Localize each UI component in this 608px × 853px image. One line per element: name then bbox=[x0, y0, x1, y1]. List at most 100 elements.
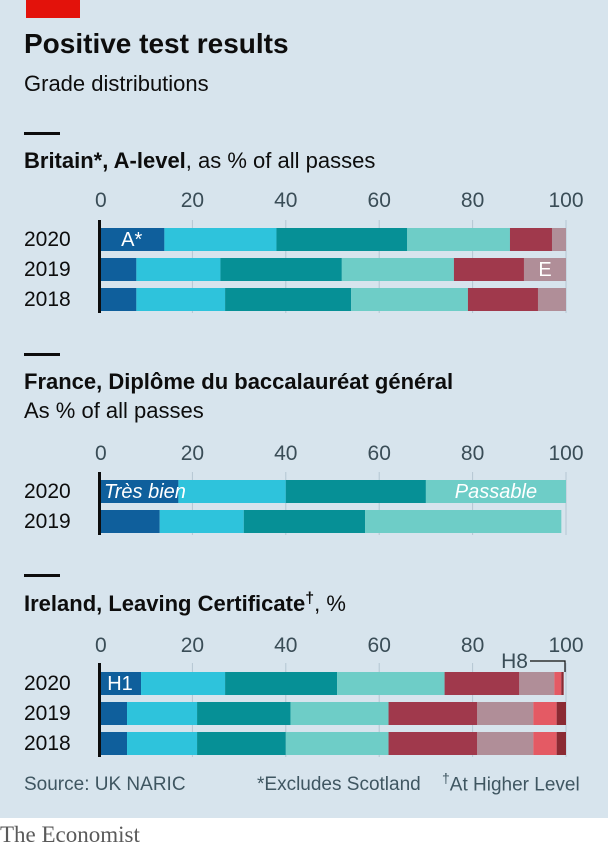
ireland-title-bold: Ireland, Leaving Certificate bbox=[24, 591, 305, 616]
france-title-bold: France, Diplôme du baccalauréat général bbox=[24, 369, 453, 394]
ireland-bar-segment bbox=[388, 732, 478, 755]
britain-year-label: 2020 bbox=[24, 228, 71, 251]
britain-year-label: 2019 bbox=[24, 258, 71, 281]
ireland-bar-segment bbox=[127, 732, 198, 755]
britain-bar-segment bbox=[537, 288, 566, 311]
france-tick-label: 40 bbox=[274, 442, 297, 465]
britain-bar-segment bbox=[225, 288, 352, 311]
france-bar-segment bbox=[99, 510, 160, 533]
britain-bar-segment bbox=[136, 258, 221, 281]
france-tick-label: 0 bbox=[95, 442, 107, 465]
ireland-year-label: 2020 bbox=[24, 672, 71, 695]
britain-bar-segment bbox=[551, 228, 566, 251]
footnote-higher-level-text: At Higher Level bbox=[449, 774, 580, 796]
ireland-bar-segment bbox=[197, 702, 291, 725]
ireland-bar-segment bbox=[388, 702, 478, 725]
ireland-bar-segment bbox=[533, 732, 557, 755]
ireland-bar-segment bbox=[444, 672, 520, 695]
ireland-segment-label: H1 bbox=[107, 673, 133, 695]
france-section-title: France, Diplôme du baccalauréat général bbox=[24, 369, 453, 394]
britain-bar-segment bbox=[99, 228, 165, 251]
ireland-bar-segment bbox=[285, 732, 389, 755]
britain-segment-label: A* bbox=[121, 229, 142, 251]
france-axis-line bbox=[98, 472, 101, 535]
france-bar-segment bbox=[425, 480, 566, 503]
britain-bar-segment bbox=[523, 258, 566, 281]
britain-bar-segment bbox=[351, 288, 468, 311]
economist-logo: The Economist bbox=[0, 822, 140, 847]
ireland-bar-segment bbox=[290, 702, 389, 725]
france-tick-label: 20 bbox=[181, 442, 204, 465]
stacked-bar-charts: Britain*, A-level, as % of all passes 0 20… bbox=[24, 132, 584, 757]
britain-bar-segment bbox=[467, 288, 538, 311]
france-tick-label: 100 bbox=[548, 442, 583, 465]
ireland-tick-label: 40 bbox=[274, 634, 297, 657]
ireland-bar-segment bbox=[197, 732, 286, 755]
britain-tick-label: 40 bbox=[274, 189, 297, 212]
france-bar-segment bbox=[178, 480, 286, 503]
britain-bar-segment bbox=[276, 228, 408, 251]
britain-title-bold: Britain*, A-level bbox=[24, 148, 186, 173]
france-bar-segment bbox=[365, 510, 562, 533]
britain-bar-segment bbox=[99, 258, 137, 281]
france-section-rule bbox=[24, 353, 60, 356]
ireland-title-rest: , % bbox=[314, 591, 346, 616]
france-year-label: 2019 bbox=[24, 510, 71, 533]
france-segment-label: Très bien bbox=[104, 481, 186, 503]
britain-section-title: Britain*, A-level, as % of all passes bbox=[24, 148, 375, 173]
ireland-bar-segment bbox=[556, 732, 566, 755]
britain-year-label: 2018 bbox=[24, 288, 71, 311]
ireland-bar-segment bbox=[556, 702, 566, 725]
ireland-bar-segment bbox=[533, 702, 557, 725]
ireland-bar-segment bbox=[337, 672, 445, 695]
france-segment-label: Passable bbox=[455, 481, 537, 503]
britain-tick-label: 80 bbox=[461, 189, 484, 212]
ireland-bar-segment bbox=[99, 672, 142, 695]
britain-title-rest: , as % of all passes bbox=[186, 148, 376, 173]
ireland-bar-segment bbox=[554, 672, 562, 695]
france-bar-segment bbox=[243, 510, 366, 533]
ireland-tick-label: 100 bbox=[548, 634, 583, 657]
ireland-bar-segment bbox=[141, 672, 226, 695]
ireland-bar-segment bbox=[127, 702, 198, 725]
ireland-year-label: 2019 bbox=[24, 702, 71, 725]
britain-tick-label: 60 bbox=[368, 189, 391, 212]
britain-bar-segment bbox=[220, 258, 342, 281]
france-bar-segment bbox=[285, 480, 426, 503]
ireland-section-rule bbox=[24, 574, 60, 577]
ireland-bar-segment bbox=[561, 672, 564, 695]
ireland-title-dagger: † bbox=[305, 590, 314, 607]
britain-tick-label: 20 bbox=[181, 189, 204, 212]
britain-bar-segment bbox=[407, 228, 510, 251]
ireland-year-label: 2018 bbox=[24, 732, 71, 755]
france-tick-label: 80 bbox=[461, 442, 484, 465]
britain-bar-segment bbox=[136, 288, 226, 311]
britain-bar-segment bbox=[99, 288, 137, 311]
ireland-tick-label: 20 bbox=[181, 634, 204, 657]
france-bar-segment bbox=[99, 480, 179, 503]
ireland-axis-line bbox=[98, 663, 101, 757]
ireland-bar-segment bbox=[477, 702, 534, 725]
ireland-bar-segment bbox=[477, 732, 534, 755]
chart-subtitle: Grade distributions bbox=[24, 71, 209, 96]
britain-section-rule bbox=[24, 132, 60, 135]
britain-bar-segment bbox=[164, 228, 277, 251]
britain-bar-segment bbox=[341, 258, 454, 281]
footnote-scotland: *Excludes Scotland bbox=[257, 774, 421, 795]
source-note: Source: UK NARIC bbox=[24, 774, 186, 795]
chart-title: Positive test results bbox=[24, 28, 289, 59]
britain-axis-line bbox=[98, 220, 101, 313]
ireland-tick-label: 80 bbox=[461, 634, 484, 657]
ireland-segment-label: H8 bbox=[501, 650, 528, 673]
france-year-label: 2020 bbox=[24, 480, 71, 503]
ireland-bar-segment bbox=[99, 702, 128, 725]
france-tick-label: 60 bbox=[368, 442, 391, 465]
ireland-bar-segment bbox=[99, 732, 128, 755]
britain-tick-label: 0 bbox=[95, 189, 107, 212]
france-section-subtitle: As % of all passes bbox=[24, 398, 204, 423]
dagger-mark: † bbox=[442, 770, 450, 786]
ireland-bar-segment bbox=[225, 672, 338, 695]
footnote-higher-level: †At Higher Level bbox=[442, 770, 580, 796]
ireland-section-title: Ireland, Leaving Certificate†, % bbox=[24, 590, 346, 616]
ireland-tick-label: 0 bbox=[95, 634, 107, 657]
